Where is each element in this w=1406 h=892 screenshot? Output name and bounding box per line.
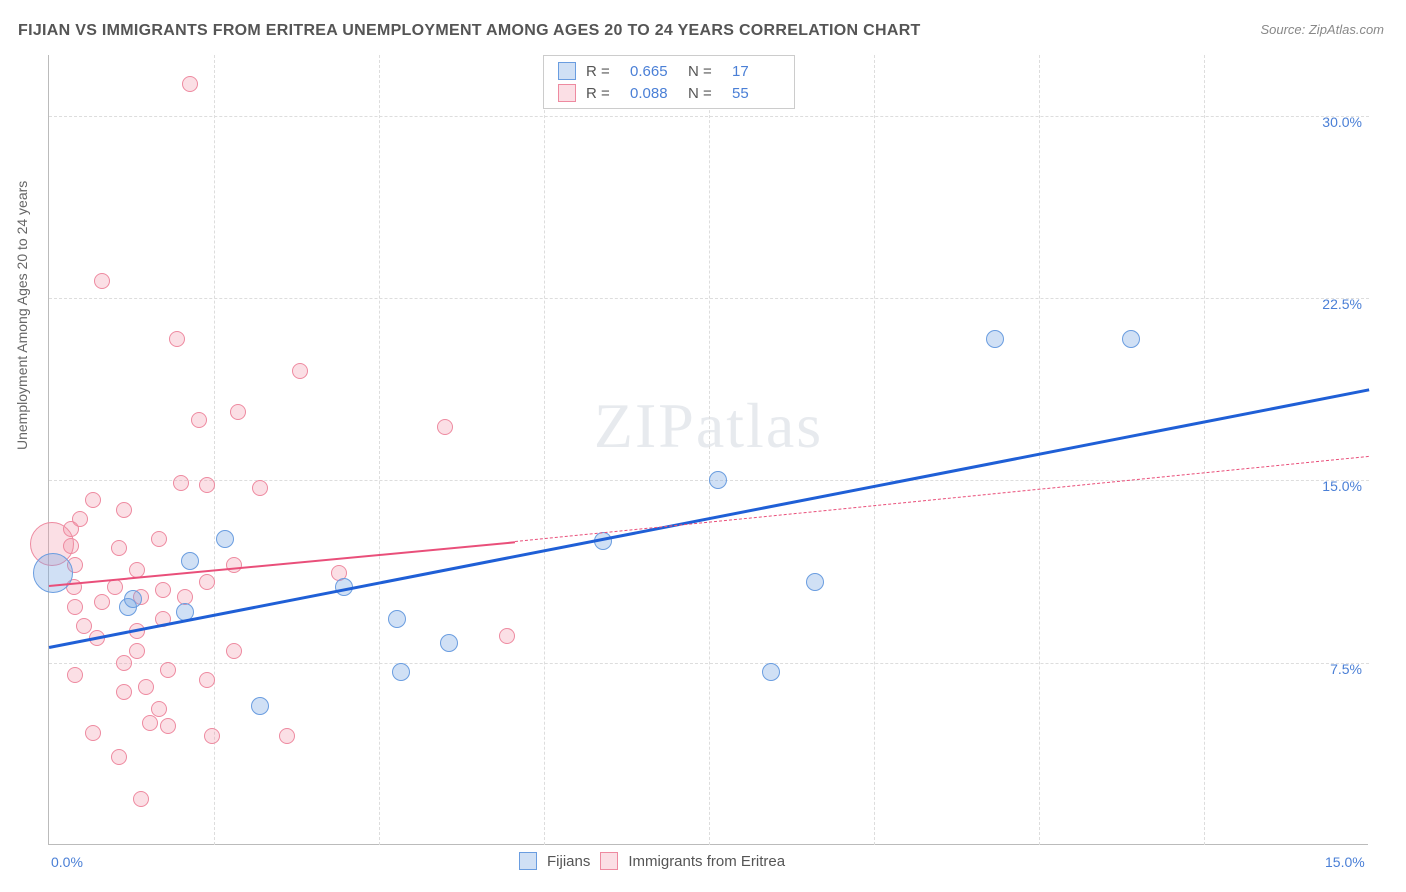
data-point-fijians xyxy=(251,697,269,715)
y-tick-label: 22.5% xyxy=(1322,296,1362,312)
data-point-eritrea xyxy=(499,628,515,644)
legend-label-eritrea: Immigrants from Eritrea xyxy=(628,853,785,870)
data-point-eritrea xyxy=(199,574,215,590)
data-point-eritrea xyxy=(94,594,110,610)
swatch-eritrea xyxy=(600,852,618,870)
data-point-fijians xyxy=(806,573,824,591)
grid-line-vertical xyxy=(1204,55,1205,845)
data-point-fijians xyxy=(124,590,142,608)
legend-correlation: R = 0.665 N = 17 R = 0.088 N = 55 xyxy=(543,55,795,109)
data-point-eritrea xyxy=(204,728,220,744)
data-point-eritrea xyxy=(116,684,132,700)
data-point-eritrea xyxy=(67,599,83,615)
data-point-eritrea xyxy=(116,502,132,518)
n-value-fijians: 17 xyxy=(732,63,780,80)
data-point-eritrea xyxy=(182,76,198,92)
data-point-eritrea xyxy=(160,718,176,734)
data-point-eritrea xyxy=(437,419,453,435)
n-label: N = xyxy=(688,85,722,102)
data-point-eritrea xyxy=(111,749,127,765)
data-point-eritrea xyxy=(252,480,268,496)
chart-title: FIJIAN VS IMMIGRANTS FROM ERITREA UNEMPL… xyxy=(18,22,921,40)
data-point-eritrea xyxy=(292,363,308,379)
data-point-eritrea xyxy=(155,582,171,598)
data-point-eritrea xyxy=(160,662,176,678)
data-point-eritrea xyxy=(169,331,185,347)
r-value-fijians: 0.665 xyxy=(630,63,678,80)
data-point-eritrea xyxy=(85,492,101,508)
data-point-eritrea xyxy=(63,538,79,554)
data-point-eritrea xyxy=(67,667,83,683)
data-point-eritrea xyxy=(116,655,132,671)
data-point-eritrea xyxy=(142,715,158,731)
data-point-eritrea xyxy=(111,540,127,556)
data-point-eritrea xyxy=(133,791,149,807)
legend-row-eritrea: R = 0.088 N = 55 xyxy=(544,82,794,104)
r-label: R = xyxy=(586,85,620,102)
data-point-eritrea xyxy=(138,679,154,695)
y-axis-label: Unemployment Among Ages 20 to 24 years xyxy=(14,181,30,450)
data-point-fijians xyxy=(440,634,458,652)
data-point-fijians xyxy=(1122,330,1140,348)
grid-line-vertical xyxy=(379,55,380,845)
swatch-fijians xyxy=(558,62,576,80)
data-point-eritrea xyxy=(230,404,246,420)
r-value-eritrea: 0.088 xyxy=(630,85,678,102)
y-tick-label: 15.0% xyxy=(1322,478,1362,494)
data-point-eritrea xyxy=(199,672,215,688)
r-label: R = xyxy=(586,63,620,80)
data-point-fijians xyxy=(762,663,780,681)
grid-line-vertical xyxy=(709,55,710,845)
data-point-eritrea xyxy=(226,557,242,573)
data-point-eritrea xyxy=(94,273,110,289)
n-value-eritrea: 55 xyxy=(732,85,780,102)
data-point-eritrea xyxy=(72,511,88,527)
grid-line-vertical xyxy=(1039,55,1040,845)
y-tick-label: 30.0% xyxy=(1322,114,1362,130)
data-point-eritrea xyxy=(199,477,215,493)
data-point-eritrea xyxy=(279,728,295,744)
data-point-eritrea xyxy=(151,701,167,717)
legend-row-fijians: R = 0.665 N = 17 xyxy=(544,60,794,82)
n-label: N = xyxy=(688,63,722,80)
data-point-eritrea xyxy=(107,579,123,595)
watermark-thin: atlas xyxy=(696,390,823,461)
grid-line-vertical xyxy=(214,55,215,845)
swatch-eritrea xyxy=(558,84,576,102)
data-point-eritrea xyxy=(85,725,101,741)
plot-area: ZIPatlas 7.5%15.0%22.5%30.0%0.0%15.0%Fij… xyxy=(48,55,1368,845)
data-point-fijians xyxy=(986,330,1004,348)
x-tick-label: 0.0% xyxy=(51,854,83,870)
swatch-fijians xyxy=(519,852,537,870)
data-point-fijians xyxy=(216,530,234,548)
y-tick-label: 7.5% xyxy=(1330,661,1362,677)
data-point-eritrea xyxy=(191,412,207,428)
data-point-fijians xyxy=(181,552,199,570)
legend-series: Fijians Immigrants from Eritrea xyxy=(519,852,785,870)
x-tick-label: 15.0% xyxy=(1325,854,1365,870)
data-point-eritrea xyxy=(226,643,242,659)
data-point-fijians xyxy=(33,553,73,593)
data-point-fijians xyxy=(709,471,727,489)
chart-container: FIJIAN VS IMMIGRANTS FROM ERITREA UNEMPL… xyxy=(0,0,1406,892)
source-label: Source: ZipAtlas.com xyxy=(1260,22,1384,37)
data-point-eritrea xyxy=(76,618,92,634)
grid-line-vertical xyxy=(874,55,875,845)
data-point-fijians xyxy=(388,610,406,628)
data-point-eritrea xyxy=(129,643,145,659)
data-point-eritrea xyxy=(173,475,189,491)
grid-line-vertical xyxy=(544,55,545,845)
data-point-eritrea xyxy=(151,531,167,547)
data-point-fijians xyxy=(392,663,410,681)
legend-label-fijians: Fijians xyxy=(547,853,590,870)
watermark-bold: ZIP xyxy=(594,390,696,461)
